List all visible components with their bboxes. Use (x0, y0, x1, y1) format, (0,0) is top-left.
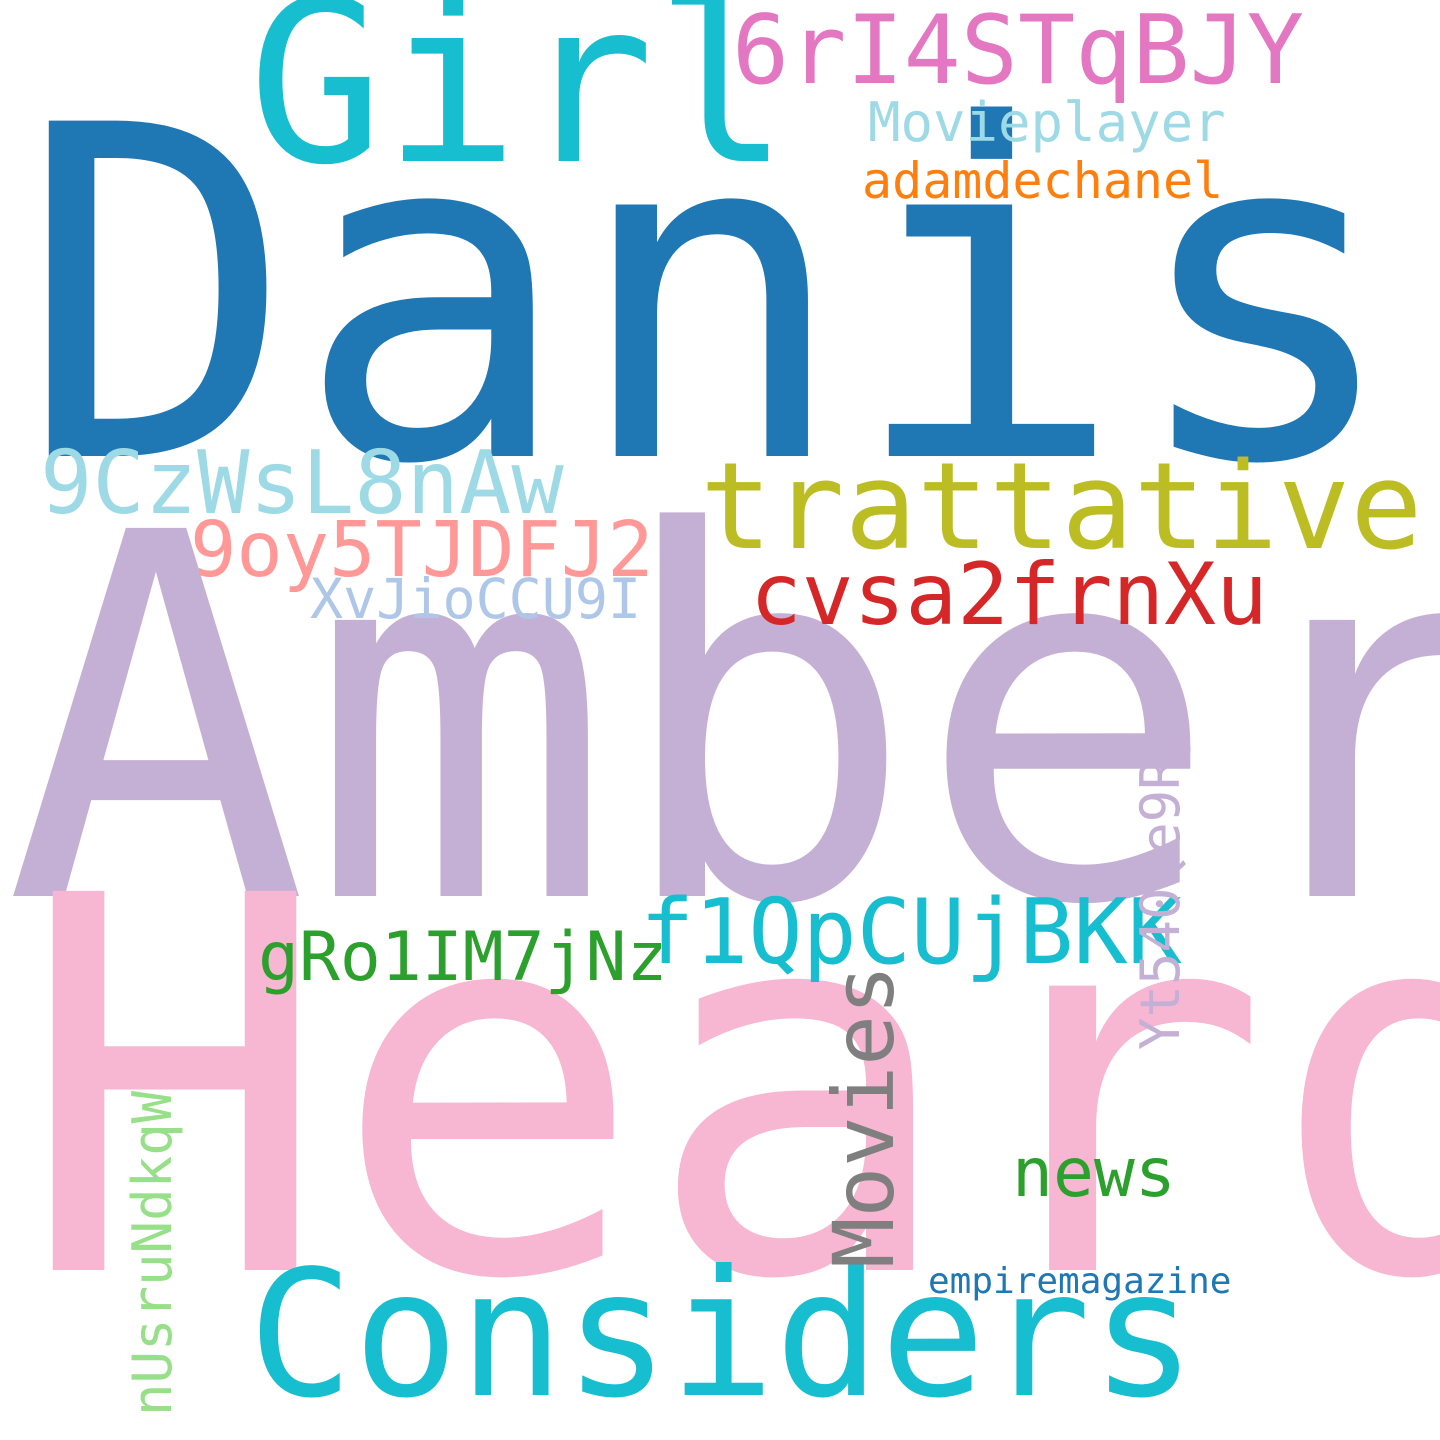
word-movieplayer: Movieplayer (868, 91, 1226, 154)
word-f1qpcujbkk: f1QpCUjBKK (640, 880, 1182, 985)
word-amber: Amber (4, 428, 1440, 1016)
word-movies: Movies (815, 964, 913, 1268)
word-nusrundkqw: nUsruNdkqW (121, 1090, 184, 1416)
word-xvjioccu9i: XvJioCCU9I (310, 567, 642, 631)
word-girl: Girl (248, 0, 790, 215)
word-gro1im7jnz: gRo1IM7jNz (258, 918, 668, 997)
word-news: news (1012, 1134, 1176, 1213)
word-cvsa2frnxu: cvsa2frnXu (750, 545, 1268, 645)
word-danish: Danish (18, 30, 1440, 565)
word-6ri4stqbjy: 6rI4STqBJY (732, 0, 1304, 106)
word-considers: Considers (248, 1234, 1197, 1437)
word-9czwsl8naw: 9CzWsL8nAw (40, 432, 564, 534)
word-heard: Heard (18, 787, 1440, 1393)
word-adamdechanel: adamdechanel (862, 152, 1224, 210)
word-empiremagazine: empiremagazine (928, 1261, 1232, 1302)
word-9oy5tjdfj2: 9oy5TJDFJ2 (190, 506, 654, 595)
word-trattative: trattative (700, 438, 1423, 577)
word-yt540qe9ry: Yt540Qe9Ry (1129, 724, 1192, 1050)
